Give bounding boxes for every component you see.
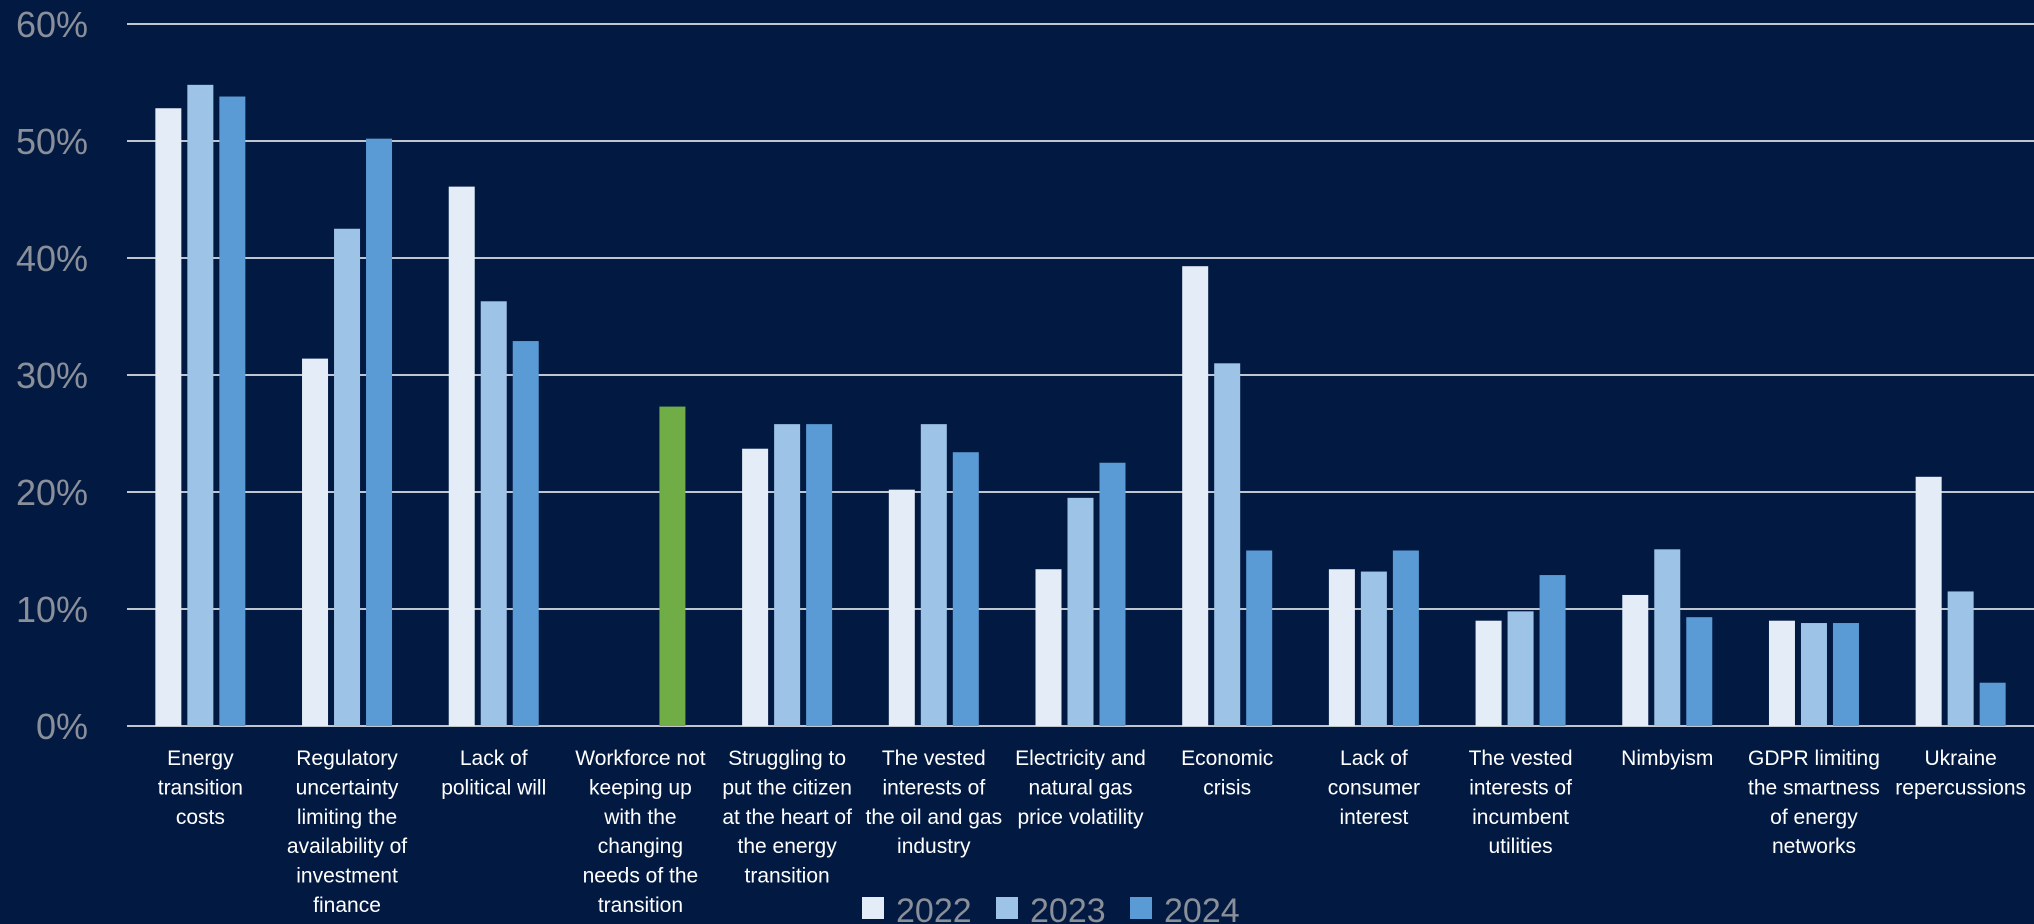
x-tick-label: Ukraine [1924, 747, 1996, 770]
bar-2023 [1947, 591, 1974, 726]
x-tick-label: interests of [1469, 776, 1572, 799]
x-tick-label: natural gas [1029, 776, 1133, 799]
bar-2022 [1182, 266, 1209, 726]
x-tick-label: transition [158, 776, 243, 799]
bar-2024 [1539, 575, 1566, 726]
x-tick-label: consumer [1328, 776, 1420, 799]
bar-2022 [742, 448, 769, 726]
x-tick-label: political will [441, 776, 546, 799]
x-tick-label: repercussions [1895, 776, 2026, 799]
bar-2022 [1475, 620, 1502, 726]
x-tick-label: at the heart of [722, 806, 852, 829]
x-tick-label: interests of [882, 776, 985, 799]
x-tick-label: Struggling to [728, 747, 846, 770]
bar-2023 [1800, 623, 1827, 726]
bar-2022 [1622, 594, 1649, 726]
x-tick-label: needs of the [583, 865, 699, 888]
bar-2022 [155, 108, 182, 727]
legend-label-2023: 2023 [1030, 892, 1106, 924]
bar-2022 [1328, 569, 1355, 726]
legend-label-2024: 2024 [1164, 892, 1240, 924]
x-tick-label: the energy [737, 835, 837, 858]
bar-2024 [1979, 682, 2006, 726]
x-tick-label: the oil and gas [866, 806, 1003, 829]
bar-2022 [1768, 620, 1795, 726]
x-tick-label: interest [1339, 806, 1408, 829]
bar-2023 [774, 424, 801, 726]
bar-2023 [920, 424, 947, 726]
bar-2024 [1392, 550, 1419, 726]
bar-2023 [1067, 497, 1094, 726]
x-tick-label: Regulatory [296, 747, 398, 770]
bar-2022 [448, 186, 475, 726]
bar-2024 [952, 452, 979, 726]
x-tick-label: Lack of [1340, 747, 1408, 770]
bar-2022 [302, 358, 329, 726]
y-tick-label: 0% [36, 706, 88, 747]
x-tick-label: uncertainty [296, 776, 399, 799]
bar-2024 [1246, 550, 1273, 726]
x-tick-label: the smartness [1748, 776, 1880, 799]
x-tick-label: The vested [882, 747, 986, 770]
bar-2023 [334, 228, 361, 726]
x-tick-label: put the citizen [722, 776, 852, 799]
y-tick-label: 20% [16, 472, 88, 513]
x-tick-label: of energy [1770, 806, 1858, 829]
x-tick-label: transition [598, 894, 683, 917]
bar-2024 [1832, 623, 1859, 726]
x-tick-label: Workforce not [575, 747, 705, 770]
x-tick-label: networks [1772, 835, 1856, 858]
x-tick-label: costs [176, 806, 225, 829]
legend-swatch-2024 [1130, 897, 1152, 919]
x-tick-label: finance [313, 894, 381, 917]
y-tick-label: 60% [16, 4, 88, 45]
bar-2024 [659, 406, 686, 726]
bar-2024 [1686, 617, 1713, 726]
bar-2022 [1035, 569, 1062, 726]
legend-label-2022: 2022 [896, 892, 972, 924]
x-tick-label: with the [603, 806, 676, 829]
y-tick-label: 30% [16, 355, 88, 396]
x-tick-label: keeping up [589, 776, 692, 799]
x-tick-label: incumbent [1472, 806, 1569, 829]
bar-2024 [512, 341, 539, 726]
x-tick-label: availability of [287, 835, 407, 858]
bar-2022 [1915, 476, 1942, 726]
y-tick-label: 40% [16, 238, 88, 279]
bar-2023 [1360, 571, 1387, 726]
bar-2022 [888, 489, 915, 726]
bar-2024 [806, 424, 833, 726]
y-tick-label: 10% [16, 589, 88, 630]
bar-2024 [219, 96, 246, 727]
bar-2023 [1507, 611, 1534, 726]
y-tick-label: 50% [16, 121, 88, 162]
x-tick-label: price volatility [1017, 806, 1144, 829]
bar-2024 [366, 138, 393, 726]
bar-2023 [1654, 549, 1681, 726]
x-tick-label: investment [296, 865, 398, 888]
bar-2023 [1214, 363, 1241, 726]
x-tick-label: The vested [1469, 747, 1573, 770]
x-tick-label: transition [745, 865, 830, 888]
x-tick-label: limiting the [297, 806, 397, 829]
legend-swatch-2022 [862, 897, 884, 919]
x-tick-label: Electricity and [1015, 747, 1146, 770]
legend-swatch-2023 [996, 897, 1018, 919]
x-tick-label: Lack of [460, 747, 528, 770]
x-tick-label: changing [598, 835, 683, 858]
x-tick-label: utilities [1488, 835, 1552, 858]
bar-2023 [187, 84, 214, 727]
x-tick-label: GDPR limiting [1748, 747, 1880, 770]
x-tick-label: Nimbyism [1621, 747, 1713, 770]
x-tick-label: crisis [1203, 776, 1251, 799]
bar-2023 [480, 301, 507, 726]
bar-2024 [1099, 462, 1126, 726]
x-tick-label: industry [897, 835, 971, 858]
x-tick-label: Economic [1181, 747, 1273, 770]
x-tick-label: Energy [167, 747, 234, 770]
